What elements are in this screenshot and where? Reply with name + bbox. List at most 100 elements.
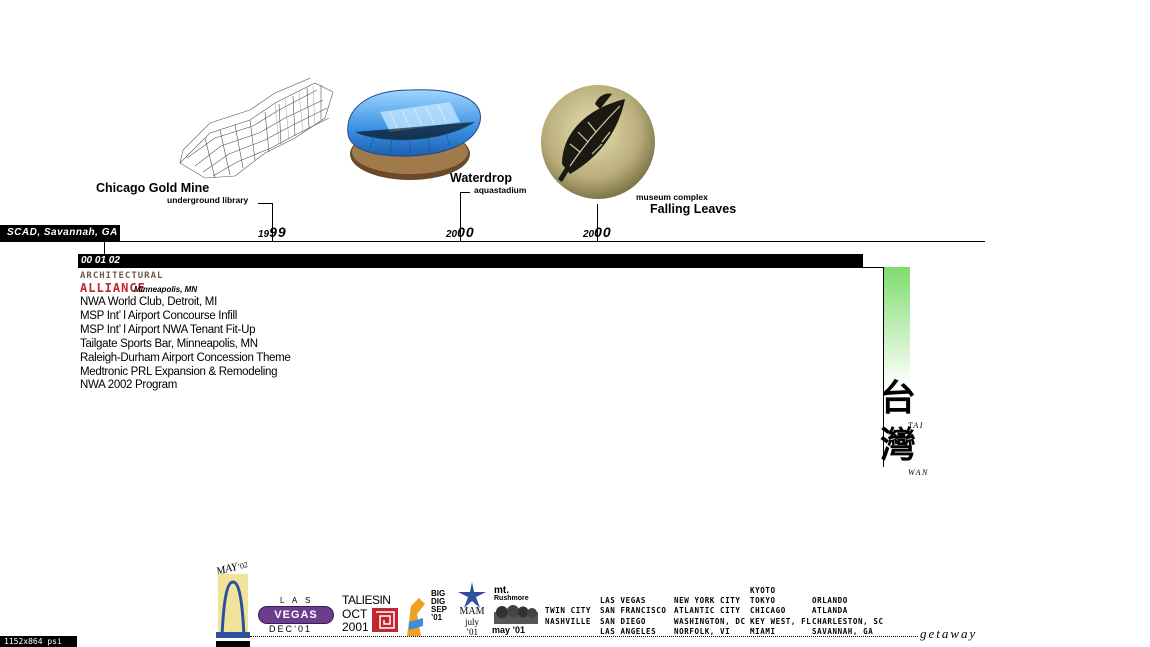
city-item: CHARLESTON, SC [812, 616, 884, 626]
stlouis-bar [216, 641, 250, 647]
city-item [545, 586, 591, 596]
city-item: ATLANTIC CITY [674, 606, 741, 616]
waterdrop-image [347, 89, 481, 180]
city-item [674, 586, 746, 596]
current-period-bar: 00 01 02 [78, 254, 863, 268]
city-item: KEY WEST, FL [750, 616, 812, 626]
city-column-5: ORLANDO ATLANDA CHARLESTON, SC SAVANNAH,… [812, 586, 884, 637]
mam-line2: july [464, 617, 479, 627]
taiwan-green-gradient [884, 267, 910, 387]
city-item [600, 586, 667, 596]
taiwan-roman-tai: TAI [908, 421, 924, 430]
leader-chicago-v [272, 203, 273, 241]
bigdig-line4: ’01 [431, 613, 443, 622]
project-subtitle-falling-leaves: museum complex [636, 192, 708, 202]
bigdig-line2: DIG [431, 597, 446, 606]
list-item: NWA World Club, Detroit, MI [80, 296, 217, 308]
list-item: MSP Int’ l Airport Concourse Infill [80, 309, 237, 322]
city-column-1: TWIN CITY NASHVILLE [545, 586, 591, 627]
falling-leaves-image [541, 85, 655, 199]
bigdig-line1: BIG [431, 589, 446, 598]
city-column-2: LAS VEGAS SAN FRANCISCO SAN DIEGO LAS AN… [600, 586, 667, 637]
bigdig-line3: SEP [431, 605, 448, 614]
stlouis-year: ’02 [236, 559, 249, 572]
leader-waterdrop-v [460, 192, 461, 241]
connector-taiwan-v [883, 267, 884, 467]
mam-logo: MAM july ’01 [456, 582, 488, 638]
alliance-logo-line1: ARCHITECTURAL [80, 271, 164, 281]
city-item: MIAMI [750, 626, 776, 636]
vegas-badge: VEGAS [258, 606, 334, 624]
star-icon [458, 582, 486, 608]
city-item [812, 586, 884, 596]
project-title-chicago: Chicago Gold Mine [96, 181, 210, 195]
project-subtitle-waterdrop: aquastadium [474, 185, 527, 195]
year-2000-waterdrop: 2000 [446, 224, 475, 240]
vegas-date: DEC’01 [269, 624, 313, 634]
scad-label: SCAD, Savannah, GA [0, 225, 120, 241]
bigdig-logo: BIG DIG SEP ’01 [405, 588, 453, 636]
connector-scad [104, 241, 105, 254]
project-subtitle-chicago: underground library [167, 195, 249, 205]
mam-line3: ’01 [466, 627, 478, 637]
project-title-waterdrop: Waterdrop [450, 171, 513, 185]
stlouis-logo: MAY’02 [215, 559, 250, 640]
city-item: NORFOLK, VI [674, 626, 731, 636]
getaway-dotted-line [250, 636, 918, 637]
rushmore-logo: mt. Rushmore may ’01 [492, 585, 542, 637]
arch-icon [216, 574, 250, 638]
taliesin-month: OCT [342, 607, 368, 621]
city-item: NEW YORK CITY [674, 596, 741, 606]
taiwan-char-wan: 灣 [880, 424, 917, 466]
city-item: SAVANNAH, GA [812, 626, 874, 636]
year-1999: 1999 [258, 224, 287, 240]
alliance-project-list: NWA World Club, Detroit, MI MSP Int’ l A… [80, 296, 291, 393]
city-column-3: NEW YORK CITY ATLANTIC CITY WASHINGTON, … [674, 586, 746, 637]
year-2000-falling-leaves: 2000 [583, 224, 612, 240]
city-item: TOKYO [750, 596, 776, 606]
list-item: NWA 2002 Program [80, 379, 178, 392]
alliance-location: Minneapolis, MN [134, 285, 198, 294]
city-item: ATLANDA [812, 606, 848, 616]
alliance-logo-line2: ALLIANCE [80, 281, 146, 295]
city-item: LAS ANGELES [600, 626, 657, 636]
city-item: NASHVILLE [545, 616, 592, 626]
chicago-gold-mine-image [179, 78, 334, 179]
city-item: TWIN CITY [545, 606, 592, 616]
leader-waterdrop-h [460, 192, 470, 193]
resolution-note: 1152x864 psi [0, 636, 77, 647]
list-item: Raleigh-Durham Airport Concession Theme [80, 351, 291, 364]
taliesin-title: TALIESIN [342, 593, 391, 607]
leader-chicago-h [258, 203, 272, 204]
list-item: MSP Int’ l Airport NWA Tenant Fit-Up [80, 323, 256, 336]
taliesin-square-icon [372, 608, 398, 632]
rushmore-faces-icon [494, 605, 538, 624]
city-item: KYOTO [750, 586, 776, 595]
city-item: SAN DIEGO [600, 616, 647, 626]
city-item: SAN FRANCISCO [600, 606, 667, 616]
timeline-axis [0, 241, 985, 242]
project-title-falling-leaves: Falling Leaves [650, 202, 737, 216]
vegas-logo: L A S VEGAS DEC’01 [258, 596, 334, 636]
city-item [545, 596, 591, 606]
connector-taiwan-h [863, 267, 883, 268]
taliesin-logo: TALIESIN OCT 2001 [342, 593, 402, 637]
list-item: Medtronic PRL Expansion & Remodeling [80, 365, 278, 378]
list-item: Tailgate Sports Bar, Minneapolis, MN [80, 337, 258, 350]
leader-falling-leaves-v [597, 204, 598, 241]
taiwan-roman-wan: WAN [908, 468, 929, 477]
rushmore-line2: Rushmore [494, 595, 529, 602]
vegas-top: L A S [280, 596, 314, 605]
bigdig-icon [407, 598, 425, 636]
getaway-label: getaway [920, 626, 978, 641]
taliesin-year: 2001 [342, 620, 369, 634]
city-item: WASHINGTON, DC [674, 616, 746, 626]
city-item: LAS VEGAS [600, 596, 647, 606]
rushmore-date: may ’01 [492, 625, 526, 635]
rushmore-line1: mt. [494, 585, 509, 596]
taiwan-char-tai: 台 [880, 377, 917, 419]
city-column-4: KYOTO TOKYO CHICAGO KEY WEST, FL MIAMI [750, 586, 811, 637]
mam-line1: MAM [459, 606, 485, 617]
city-item: CHICAGO [750, 606, 786, 616]
city-item: ORLANDO [812, 596, 848, 606]
